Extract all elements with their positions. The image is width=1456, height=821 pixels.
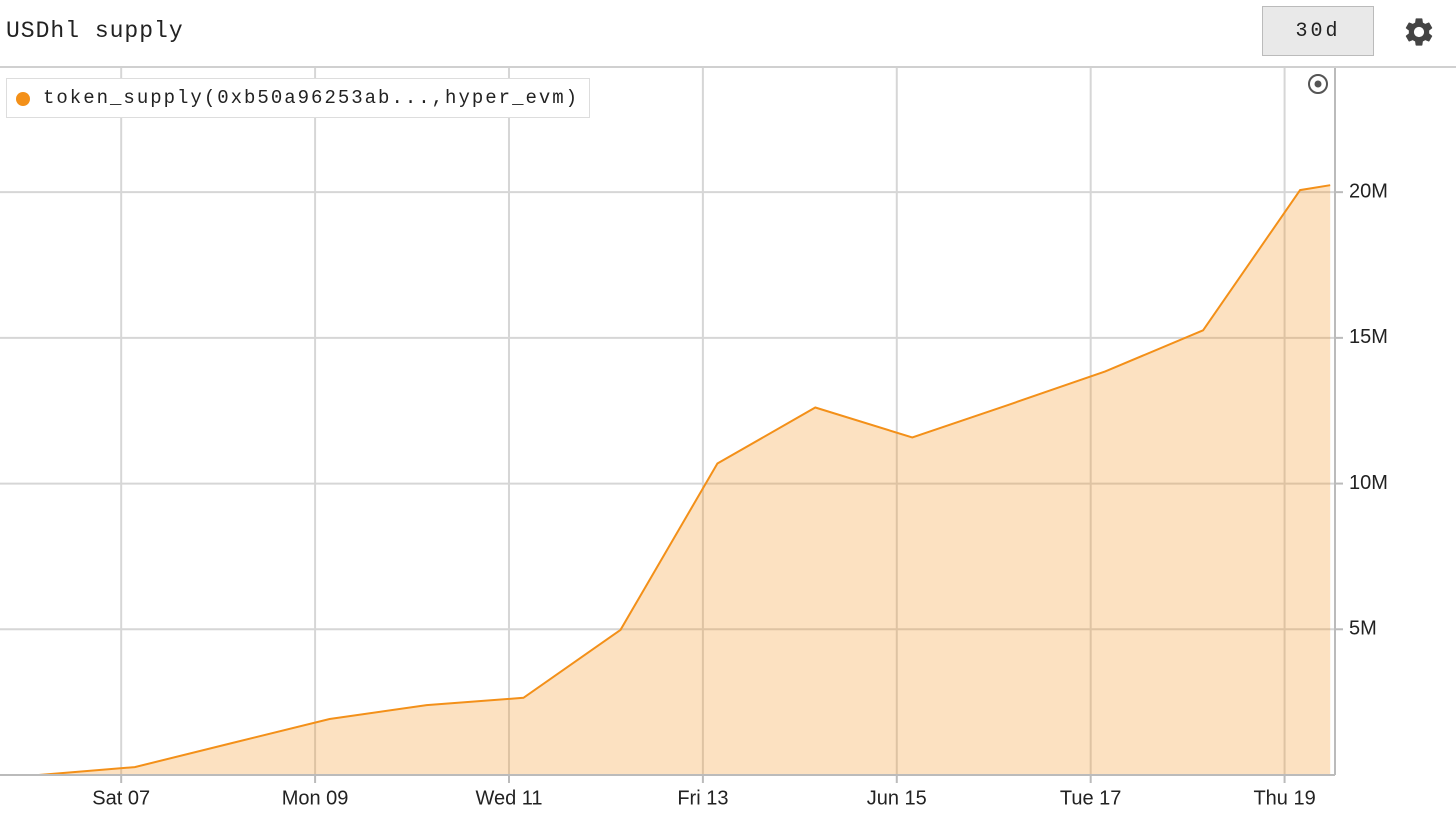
x-tick-label: Thu 19 bbox=[1253, 787, 1315, 809]
range-button[interactable]: 30d bbox=[1262, 6, 1374, 56]
header: USDhl supply 30d bbox=[0, 0, 1456, 68]
legend-label: token_supply(0xb50a96253ab...,hyper_evm) bbox=[43, 87, 580, 109]
settings-icon[interactable] bbox=[1402, 15, 1436, 49]
legend-swatch bbox=[16, 92, 30, 106]
legend: token_supply(0xb50a96253ab...,hyper_evm) bbox=[6, 78, 591, 118]
x-tick-label: Wed 11 bbox=[475, 787, 542, 809]
y-tick-label: 10M bbox=[1349, 472, 1388, 494]
series-line bbox=[0, 184, 1331, 776]
y-tick-label: 20M bbox=[1349, 180, 1388, 202]
x-tick-label: Mon 09 bbox=[282, 787, 349, 809]
chart-title: USDhl supply bbox=[6, 18, 184, 44]
x-tick-label: Tue 17 bbox=[1060, 787, 1122, 809]
y-tick-label: 5M bbox=[1349, 618, 1377, 640]
y-tick-label: 15M bbox=[1349, 326, 1388, 348]
area-fill bbox=[0, 185, 1331, 775]
x-tick-label: Fri 13 bbox=[677, 787, 728, 809]
reset-icon[interactable] bbox=[1308, 74, 1328, 94]
chart: Sat 07 Mon 09 Wed 11 Fri 13 Jun 15 Tue 17 Thu … bbox=[0, 68, 1388, 809]
x-tick-label: Jun 15 bbox=[867, 787, 927, 809]
x-tick-label: Sat 07 bbox=[92, 787, 150, 809]
reset-icon-dot bbox=[1314, 80, 1322, 88]
